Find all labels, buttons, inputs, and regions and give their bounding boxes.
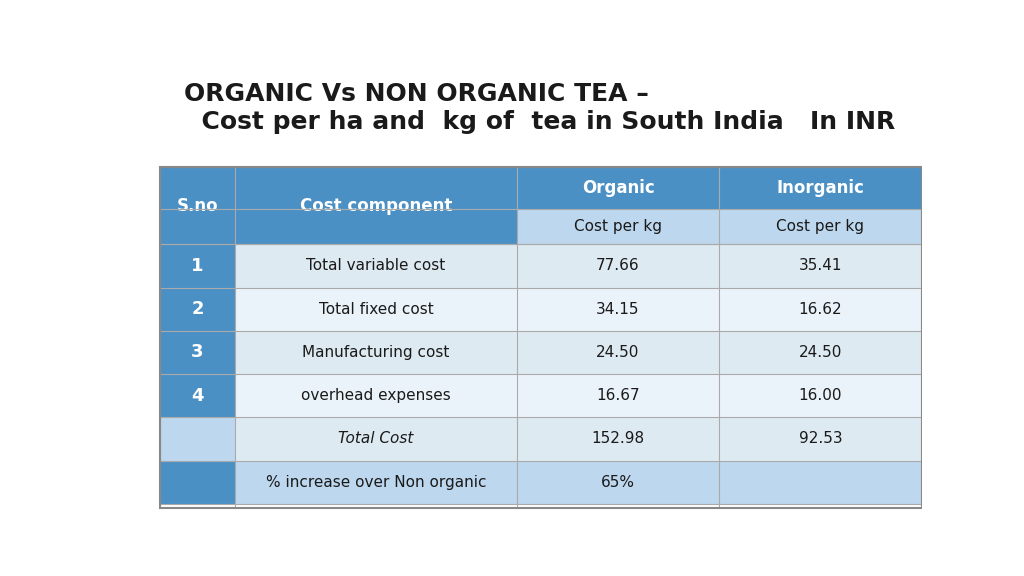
Text: 2: 2	[191, 300, 204, 318]
Text: 16.62: 16.62	[799, 302, 842, 317]
Text: 34.15: 34.15	[596, 302, 640, 317]
Text: Organic: Organic	[582, 179, 654, 197]
Text: 35.41: 35.41	[799, 259, 842, 274]
FancyBboxPatch shape	[160, 244, 236, 287]
Text: 24.50: 24.50	[799, 345, 842, 360]
Text: Total fixed cost: Total fixed cost	[318, 302, 433, 317]
Text: % increase over Non organic: % increase over Non organic	[266, 475, 486, 490]
Text: 4: 4	[191, 386, 204, 405]
FancyBboxPatch shape	[160, 331, 236, 374]
Text: Cost per kg: Cost per kg	[574, 219, 663, 234]
FancyBboxPatch shape	[236, 417, 922, 461]
Text: 24.50: 24.50	[596, 345, 640, 360]
FancyBboxPatch shape	[236, 287, 922, 331]
FancyBboxPatch shape	[517, 209, 922, 244]
Text: 16.67: 16.67	[596, 388, 640, 403]
FancyBboxPatch shape	[160, 287, 236, 331]
FancyBboxPatch shape	[160, 417, 236, 461]
Text: 1: 1	[191, 257, 204, 275]
Text: S.no: S.no	[176, 196, 218, 214]
Text: ORGANIC Vs NON ORGANIC TEA –
  Cost per ha and  kg of  tea in South India   In I: ORGANIC Vs NON ORGANIC TEA – Cost per ha…	[183, 82, 895, 134]
FancyBboxPatch shape	[160, 461, 236, 504]
Text: Inorganic: Inorganic	[776, 179, 864, 197]
FancyBboxPatch shape	[160, 374, 236, 417]
Text: 16.00: 16.00	[799, 388, 842, 403]
Text: 152.98: 152.98	[592, 431, 645, 446]
FancyBboxPatch shape	[236, 244, 922, 287]
Text: Cost component: Cost component	[300, 196, 453, 214]
FancyBboxPatch shape	[160, 166, 922, 209]
Text: 77.66: 77.66	[596, 259, 640, 274]
Text: 92.53: 92.53	[799, 431, 842, 446]
Text: 65%: 65%	[601, 475, 635, 490]
Text: 3: 3	[191, 343, 204, 361]
FancyBboxPatch shape	[236, 331, 922, 374]
Text: Total Cost: Total Cost	[338, 431, 414, 446]
Text: overhead expenses: overhead expenses	[301, 388, 451, 403]
Text: Total variable cost: Total variable cost	[306, 259, 445, 274]
FancyBboxPatch shape	[236, 374, 922, 417]
FancyBboxPatch shape	[160, 209, 517, 244]
Text: Manufacturing cost: Manufacturing cost	[302, 345, 450, 360]
Text: Cost per kg: Cost per kg	[776, 219, 864, 234]
FancyBboxPatch shape	[236, 461, 922, 504]
